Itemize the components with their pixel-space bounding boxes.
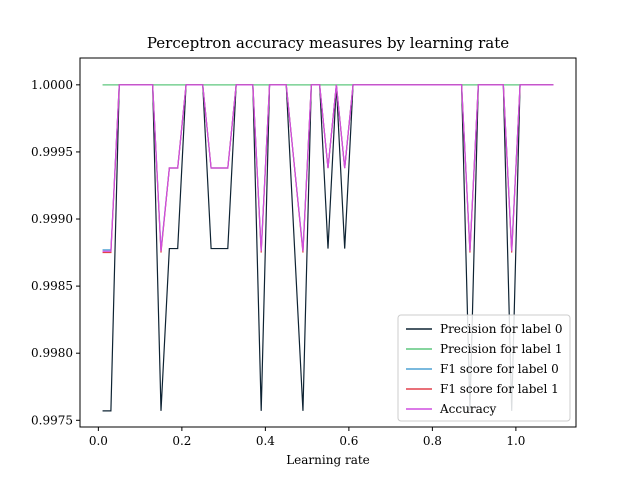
y-tick-label: 1.0000 [31,78,73,92]
x-tick-label: 0.6 [339,434,358,448]
y-tick-label: 0.9985 [31,279,73,293]
plot-lines [102,84,554,412]
legend-box [397,314,571,422]
plot-frame [79,57,577,428]
chart-title: Perceptron accuracy measures by learning… [147,34,509,52]
y-tick-label: 0.9980 [31,346,73,360]
x-tick-label: 0.4 [256,434,275,448]
y-tick-label: 0.9995 [31,145,73,159]
legend: Precision for label 0 Precision for label… [397,314,571,422]
series-line-accuracy [102,84,554,252]
x-axis-label: Learning rate [286,453,370,467]
x-tick-label: 0.2 [172,434,191,448]
x-tick-label: 1.0 [506,434,525,448]
legend-label: Accuracy [439,402,496,416]
x-axis: 0.0 0.2 0.4 0.6 0.8 1.0 [89,427,525,448]
legend-label: F1 score for label 0 [440,362,559,376]
legend-label: Precision for label 0 [440,322,563,336]
y-tick-label: 0.9990 [31,212,73,226]
x-tick-label: 0.8 [423,434,442,448]
legend-label: F1 score for label 1 [440,382,559,396]
legend-label: Precision for label 1 [440,342,563,356]
x-tick-label: 0.0 [89,434,108,448]
y-axis: 0.9975 0.9980 0.9985 0.9990 0.9995 1.0000 [31,78,80,427]
series-line-f1-score-for-label-1 [102,84,554,254]
y-tick-label: 0.9975 [31,413,73,427]
